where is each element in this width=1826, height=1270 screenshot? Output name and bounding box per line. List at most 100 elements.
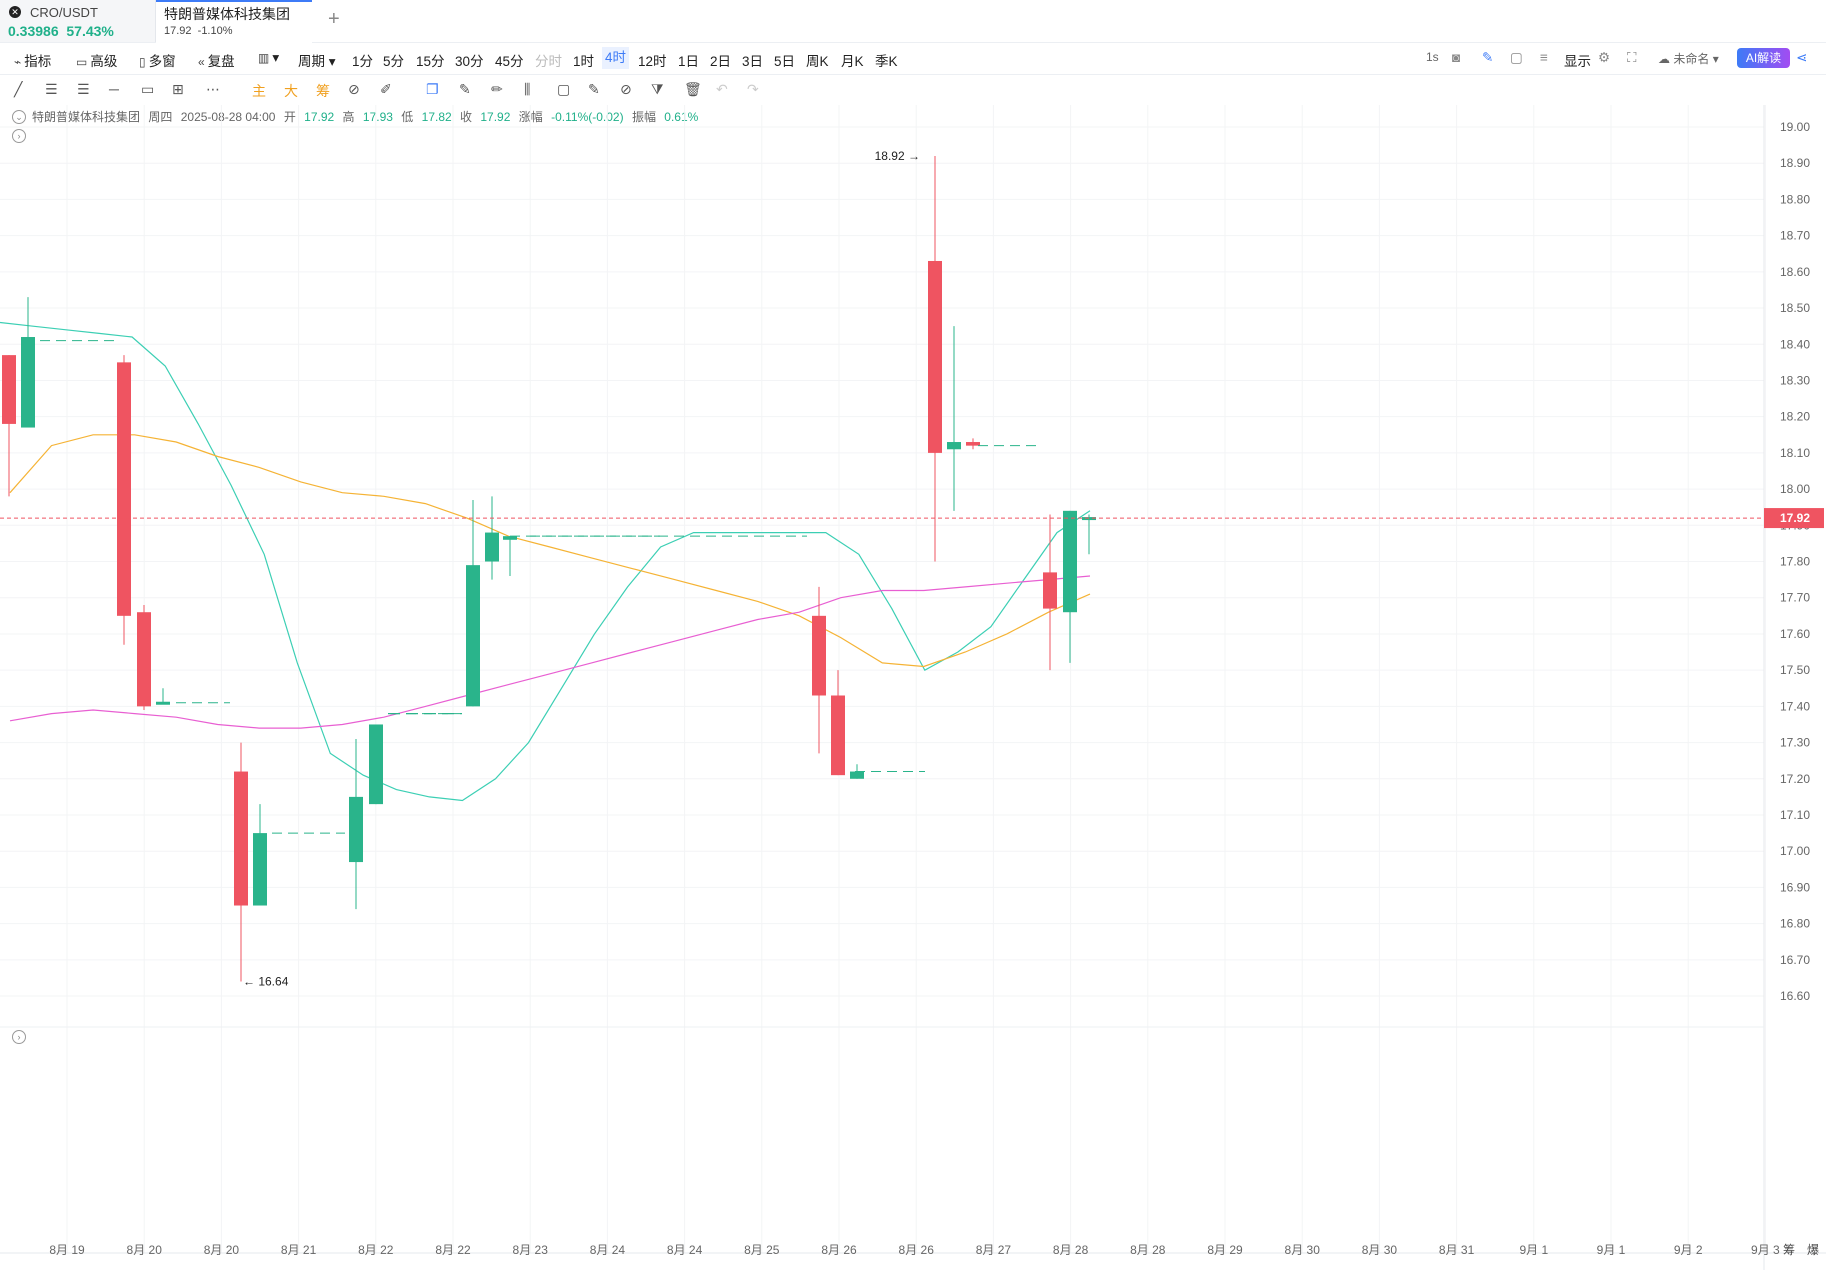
interval-3d[interactable]: 3日	[742, 54, 764, 69]
candle-body	[253, 833, 267, 906]
parallel-lines-icon[interactable]: ☰	[45, 81, 58, 97]
x-tick-label: 8月 30	[1285, 1243, 1321, 1257]
bottom-right-label: 爆	[1807, 1243, 1819, 1257]
pencil-icon[interactable]: ✎	[1482, 50, 1494, 65]
interval-month[interactable]: 月K	[841, 54, 864, 69]
main-chip-toggle[interactable]: 主	[252, 83, 266, 99]
chip-toggle[interactable]: 筹	[316, 83, 330, 99]
ma-line	[9, 575, 1091, 729]
sub-chart-expand-icon[interactable]: ›	[12, 1030, 26, 1044]
indicator-button[interactable]: ⌁ 指标	[14, 54, 52, 69]
x-tick-label: 8月 24	[590, 1243, 626, 1257]
layers-icon[interactable]: ❐	[426, 81, 439, 97]
refresh-rate[interactable]: 1s	[1426, 50, 1439, 64]
lock-icon[interactable]: ▢	[557, 81, 571, 97]
x-tick-label: 8月 22	[435, 1243, 471, 1257]
collapse-icon[interactable]: ⌄	[12, 110, 26, 124]
indicator-icon: ⌁	[14, 55, 22, 69]
interval-12h[interactable]: 12时	[638, 54, 667, 69]
interval-1h[interactable]: 1时	[573, 54, 595, 69]
display-button[interactable]: 显示	[1564, 54, 1591, 69]
interval-timeline[interactable]: 分时	[535, 54, 562, 69]
y-tick-label: 19.00	[1780, 120, 1810, 134]
grid-icon: ▯	[139, 55, 146, 69]
interval-5m[interactable]: 5分	[383, 54, 405, 69]
interval-45m[interactable]: 45分	[495, 54, 524, 69]
x-tick-label: 8月 23	[513, 1243, 549, 1257]
x-tick-label: 8月 24	[667, 1243, 703, 1257]
ma-line	[9, 434, 1091, 668]
price-chart[interactable]: 19.00 18.90 18.80 18.70 18.60 18.50 18.40 18.30…	[0, 105, 1826, 1270]
tab-price: 0.33986 57.43%	[8, 23, 114, 39]
main-toolbar: ⌁ 指标 ▭ 高级 ▯ 多窗 «复盘 ▥ ▾ 周期 ▾ 1分 5分 15分 30分 45…	[0, 42, 1826, 75]
undo-icon[interactable]: ↶	[716, 81, 728, 97]
settings-icon[interactable]: ⚙	[1598, 50, 1611, 65]
high-marker: 18.92 →	[875, 149, 920, 163]
y-tick-label: 16.90	[1780, 880, 1810, 894]
tab-trump-media[interactable]: 特朗普媒体科技集团 17.92 -1.10%	[156, 0, 312, 44]
close-icon[interactable]: ✕	[9, 6, 21, 18]
redo-icon[interactable]: ↷	[747, 81, 759, 97]
x-tick-label: 8月 26	[899, 1243, 935, 1257]
fullscreen-icon[interactable]: ⛶	[1627, 50, 1637, 65]
note-icon[interactable]: ✎	[588, 81, 600, 97]
x-tick-label: 8月 20	[204, 1243, 240, 1257]
symbol-name: 特朗普媒体科技集团	[32, 110, 141, 124]
rewind-icon: «	[198, 55, 205, 69]
hide-icon[interactable]: ⊘	[620, 81, 632, 97]
magnet-icon[interactable]: ⊘	[348, 81, 360, 97]
y-tick-label: 18.10	[1780, 446, 1810, 460]
y-tick-label: 17.70	[1780, 591, 1810, 605]
share-icon[interactable]: ⋖	[1796, 50, 1808, 65]
ai-button[interactable]: AI解读	[1737, 48, 1790, 68]
multi-window-button[interactable]: ▯ 多窗	[139, 54, 176, 69]
brush-icon[interactable]: ✐	[380, 81, 392, 97]
period-button[interactable]: 周期 ▾	[298, 54, 336, 69]
channel-icon[interactable]: ☰	[77, 81, 90, 97]
bottom-right-label: 筹	[1783, 1243, 1795, 1257]
x-tick-label: 8月 31	[1439, 1243, 1475, 1257]
chart-type-button[interactable]: ▥ ▾	[258, 50, 280, 65]
interval-1m[interactable]: 1分	[352, 54, 374, 69]
trash-icon[interactable]: 🗑	[684, 81, 702, 97]
add-tab-button[interactable]: +	[328, 8, 340, 30]
camera-icon[interactable]: ◙	[1452, 50, 1461, 65]
filter-icon[interactable]: ⧩	[651, 81, 664, 97]
y-tick-label: 18.80	[1780, 192, 1810, 206]
interval-4h[interactable]: 4时	[602, 47, 630, 69]
interval-5d[interactable]: 5日	[774, 54, 796, 69]
interval-15m[interactable]: 15分	[416, 54, 445, 69]
x-tick-label: 9月 1	[1597, 1243, 1626, 1257]
measure-icon[interactable]: ⊞	[172, 81, 184, 97]
candle-body	[1043, 572, 1057, 609]
more-icon[interactable]: ⋯	[206, 81, 220, 97]
list-icon[interactable]: ≡	[1540, 50, 1548, 65]
rectangle-icon[interactable]: ▭	[141, 81, 155, 97]
interval-quarter[interactable]: 季K	[875, 54, 898, 69]
candle-body	[466, 565, 480, 707]
highlighter-icon[interactable]: ✏	[491, 81, 503, 97]
trendline-icon[interactable]: ╱	[14, 81, 23, 97]
interval-week[interactable]: 周K	[806, 54, 829, 69]
interval-1d[interactable]: 1日	[678, 54, 700, 69]
low-marker: ← 16.64	[243, 975, 289, 989]
big-order-toggle[interactable]: 大	[284, 83, 298, 99]
candles-icon[interactable]: ⫼	[524, 81, 531, 97]
candle-body	[137, 612, 151, 707]
candle-body	[831, 695, 845, 776]
ruler-icon[interactable]: ✎	[459, 81, 471, 97]
y-tick-label: 18.60	[1780, 265, 1810, 279]
expand-icon[interactable]: ›	[12, 129, 26, 143]
x-tick-label: 8月 27	[976, 1243, 1012, 1257]
interval-2d[interactable]: 2日	[710, 54, 732, 69]
tab-bar: ✕ CRO/USDT 0.33986 57.43% 特朗普媒体科技集团 17.9…	[0, 0, 1826, 44]
horizontal-line-icon[interactable]: ─	[109, 81, 119, 97]
replay-button[interactable]: «复盘	[198, 54, 235, 69]
interval-30m[interactable]: 30分	[455, 54, 484, 69]
y-tick-label: 18.20	[1780, 410, 1810, 424]
advanced-button[interactable]: ▭ 高级	[76, 54, 118, 69]
comment-icon[interactable]: ▢	[1510, 50, 1523, 65]
candle-body	[928, 260, 942, 453]
layout-name-button[interactable]: ☁ 未命名 ▾	[1658, 52, 1719, 66]
tab-cro-usdt[interactable]: ✕ CRO/USDT 0.33986 57.43%	[0, 0, 156, 42]
